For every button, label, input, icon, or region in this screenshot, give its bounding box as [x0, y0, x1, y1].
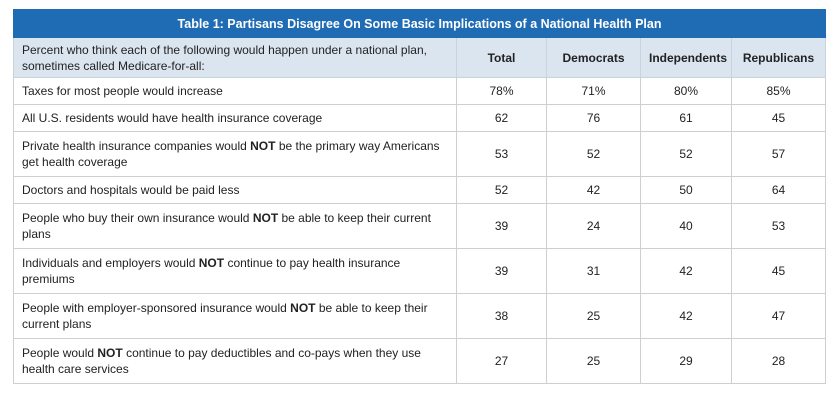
cell-independents: 42 [640, 248, 732, 294]
column-header-democrats: Democrats [546, 37, 641, 78]
cell-independents: 40 [640, 203, 732, 249]
row-label: People who buy their own insurance would… [13, 203, 457, 249]
row-label: Individuals and employers would NOT cont… [13, 248, 457, 294]
cell-democrats: 31 [546, 248, 641, 294]
table-row: Private health insurance companies would… [13, 131, 827, 177]
cell-republicans: 45 [730, 104, 827, 132]
cell-republicans: 57 [730, 131, 827, 177]
cell-democrats: 71% [546, 77, 641, 105]
row-label-text: continue to pay deductibles and co-pays … [22, 346, 421, 376]
table-row: People with employer-sponsored insurance… [13, 293, 827, 339]
row-label-emphasis: NOT [290, 301, 316, 315]
cell-total: 62 [456, 104, 547, 132]
table-row: Taxes for most people would increase 78%… [13, 77, 827, 105]
cell-independents: 42 [640, 293, 732, 339]
cell-democrats: 52 [546, 131, 641, 177]
row-label-text: continue to pay health insurance premium… [22, 256, 401, 286]
table-header-row: Percent who think each of the following … [13, 37, 827, 78]
cell-democrats: 25 [546, 338, 641, 384]
row-label: Private health insurance companies would… [13, 131, 457, 177]
cell-total: 39 [456, 203, 547, 249]
cell-total: 39 [456, 248, 547, 294]
cell-republicans: 47 [730, 293, 827, 339]
cell-total: 27 [456, 338, 547, 384]
row-label-text: Doctors and hospitals would be paid less [22, 183, 240, 197]
row-label: Taxes for most people would increase [13, 77, 457, 105]
row-label-text: Individuals and employers would [22, 256, 199, 270]
row-label: All U.S. residents would have health ins… [13, 104, 457, 132]
cell-democrats: 24 [546, 203, 641, 249]
row-label-text: be able to keep their current plans [22, 301, 428, 331]
table-container: Table 1: Partisans Disagree On Some Basi… [12, 9, 827, 384]
table-row: All U.S. residents would have health ins… [13, 104, 827, 132]
row-label-emphasis: NOT [97, 346, 123, 360]
table-row: People would NOT continue to pay deducti… [13, 338, 827, 384]
table-row: People who buy their own insurance would… [13, 203, 827, 249]
cell-total: 38 [456, 293, 547, 339]
table-row: Individuals and employers would NOT cont… [13, 248, 827, 294]
cell-republicans: 53 [730, 203, 827, 249]
row-label: People would NOT continue to pay deducti… [13, 338, 457, 384]
row-label-text: People would [22, 346, 98, 360]
cell-democrats: 42 [546, 176, 641, 204]
table-title-row: Table 1: Partisans Disagree On Some Basi… [12, 9, 827, 38]
table-row: Doctors and hospitals would be paid less… [13, 176, 827, 204]
column-header-republicans: Republicans [730, 37, 827, 78]
row-label-text: All U.S. residents would have health ins… [22, 111, 323, 125]
column-header-independents: Independents [640, 37, 732, 78]
question-header: Percent who think each of the following … [13, 37, 457, 78]
column-header-total: Total [456, 37, 547, 78]
cell-independents: 80% [640, 77, 732, 105]
row-label-text: People with employer-sponsored insurance… [22, 301, 291, 315]
row-label-text: be able to keep their current plans [22, 211, 431, 241]
row-label-text: Taxes for most people would increase [22, 84, 223, 98]
cell-republicans: 28 [730, 338, 827, 384]
row-label-emphasis: NOT [198, 256, 225, 270]
cell-independents: 61 [640, 104, 732, 132]
cell-total: 53 [456, 131, 547, 177]
cell-republicans: 85% [730, 77, 827, 105]
cell-democrats: 25 [546, 293, 641, 339]
data-table: Table 1: Partisans Disagree On Some Basi… [12, 9, 827, 384]
cell-total: 52 [456, 176, 547, 204]
cell-republicans: 45 [730, 248, 827, 294]
cell-independents: 52 [640, 131, 732, 177]
row-label: Doctors and hospitals would be paid less [13, 176, 457, 204]
cell-independents: 50 [640, 176, 732, 204]
cell-total: 78% [456, 77, 547, 105]
row-label-text: Private health insurance companies would [22, 139, 251, 153]
cell-democrats: 76 [546, 104, 641, 132]
row-label-text: be the primary way Americans get health … [22, 139, 440, 169]
cell-independents: 29 [640, 338, 732, 384]
row-label-text: People who buy their own insurance would [22, 211, 253, 225]
table-title: Table 1: Partisans Disagree On Some Basi… [12, 9, 827, 38]
row-label-emphasis: NOT [252, 211, 279, 225]
row-label-emphasis: NOT [250, 139, 276, 153]
row-label: People with employer-sponsored insurance… [13, 293, 457, 339]
cell-republicans: 64 [730, 176, 827, 204]
